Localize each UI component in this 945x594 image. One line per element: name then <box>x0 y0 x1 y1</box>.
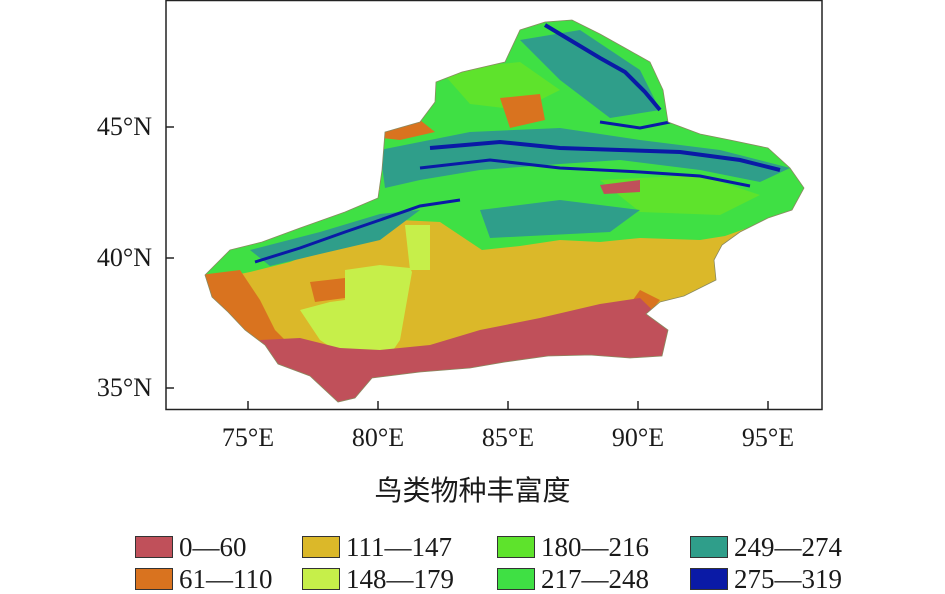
legend-label: 180—216 <box>541 532 649 562</box>
region-outline <box>204 19 805 403</box>
legend-item: 217—248 <box>497 564 649 594</box>
legend-item: 111—147 <box>302 532 452 562</box>
legend-item: 61—110 <box>135 564 273 594</box>
legend-label: 148—179 <box>346 564 454 594</box>
lon-label-80: 80°E <box>351 423 405 452</box>
legend-swatch <box>497 536 535 558</box>
legend-item: 0—60 <box>135 532 247 562</box>
zone-148-179 <box>300 265 412 362</box>
legend-swatch <box>690 568 728 590</box>
lon-label-90: 90°E <box>611 423 665 452</box>
legend-swatch <box>497 568 535 590</box>
legend-label: 217—248 <box>541 564 649 594</box>
lat-label-35: 35°N <box>96 373 152 402</box>
lon-label-85: 85°E <box>481 423 535 452</box>
legend-item: 249—274 <box>690 532 842 562</box>
zone-0-60 <box>260 298 670 402</box>
legend-label: 61—110 <box>179 564 273 594</box>
legend-swatch <box>302 536 340 558</box>
legend-swatch <box>690 536 728 558</box>
legend-item: 180—216 <box>497 532 649 562</box>
legend-label: 111—147 <box>346 532 452 562</box>
legend: 0—60 61—110 111—147 148—179 180—216 217—… <box>0 528 945 594</box>
legend-label: 0—60 <box>179 532 247 562</box>
legend-label: 275—319 <box>734 564 842 594</box>
lon-label-75: 75°E <box>221 423 275 452</box>
legend-swatch <box>302 568 340 590</box>
zone-275-319 <box>429 139 781 172</box>
legend-item: 148—179 <box>302 564 454 594</box>
lat-label-40: 40°N <box>96 243 152 272</box>
legend-swatch <box>135 568 173 590</box>
lon-label-95: 95°E <box>741 423 795 452</box>
legend-label: 249—274 <box>734 532 842 562</box>
map-title: 鸟类物种丰富度 <box>374 474 571 507</box>
lat-label-45: 45°N <box>96 112 152 141</box>
axis-ticks <box>166 126 769 409</box>
legend-item: 275—319 <box>690 564 842 594</box>
legend-swatch <box>135 536 173 558</box>
